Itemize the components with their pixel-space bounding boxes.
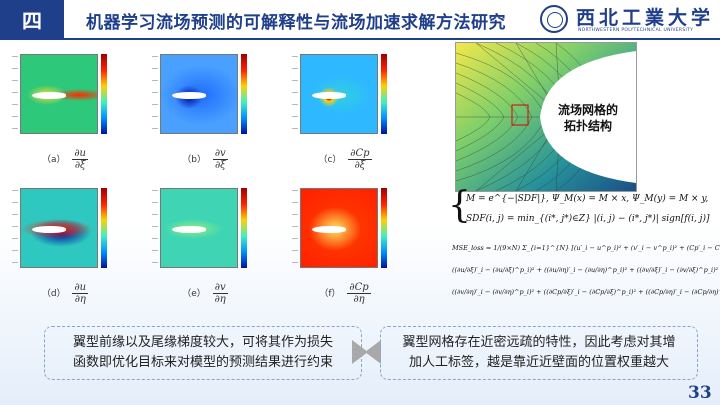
equation-loss-line3: ((∂v/∂η)′_i − (∂v/∂η)^p_i)² + ((∂Cp/∂ξ)′… <box>452 288 720 296</box>
colorbar <box>241 54 247 134</box>
arrow-right-icon <box>352 340 368 364</box>
contour-panel-f <box>290 180 390 278</box>
colorbar <box>381 188 387 268</box>
caption-a: （a） ∂u ∂ξ <box>15 148 115 171</box>
axis-ticks <box>292 190 298 266</box>
caption-d: （d） ∂u ∂η <box>15 282 115 305</box>
contour-panel-b <box>150 46 250 144</box>
formula-numerator: ∂Cp <box>348 148 372 160</box>
caption-b: （b） ∂v ∂ξ <box>155 148 255 171</box>
caption-label: （b） <box>182 155 206 165</box>
formula-numerator: ∂v <box>212 148 228 160</box>
caption-label: （d） <box>41 289 66 299</box>
note-text: 翼型网格存在近密远疏的特性，因此考虑对其增 加人工标签，越是靠近近壁面的位置权重… <box>392 333 685 373</box>
caption-c: （c） ∂Cp ∂ξ <box>295 148 395 171</box>
caption-label: （e） <box>182 289 206 299</box>
colorbar <box>241 188 247 268</box>
note-line1: 翼型网格存在近密远疏的特性，因此考虑对其增 <box>402 335 676 350</box>
caption-formula: ∂u ∂ξ <box>72 148 88 171</box>
formula-denominator: ∂η <box>353 294 365 305</box>
university-seal-icon <box>540 5 568 33</box>
axis-ticks <box>292 56 298 132</box>
axis-ticks <box>12 56 18 132</box>
formula-denominator: ∂ξ <box>214 160 226 171</box>
note-text: 翼型前缘以及尾缘梯度较大，可将其作为损失 函数即优化目标来对模型的预测结果进行约… <box>63 333 343 373</box>
caption-f: （f） ∂Cp ∂η <box>295 282 395 305</box>
caption-e: （e） ∂v ∂η <box>155 282 255 305</box>
formula-numerator: ∂v <box>212 282 228 294</box>
formula-denominator: ∂ξ <box>354 160 366 171</box>
equation-mask: M = e^{−|SDF|}, Ψ_M(x) = M × x, Ψ_M(y) =… <box>466 194 709 204</box>
note-line2: 函数即优化目标来对模型的预测结果进行约束 <box>72 355 333 370</box>
airfoil-shape <box>312 92 346 99</box>
mesh-topology-label: 流场网格的 拓扑结构 <box>548 100 628 136</box>
logo-chinese-name: 西北工業大学 <box>576 7 715 29</box>
mesh-label-line1: 流场网格的 <box>557 103 618 117</box>
mesh-label-line2: 拓扑结构 <box>563 119 612 133</box>
airfoil-shape <box>172 92 206 99</box>
section-badge: 四 <box>0 0 64 38</box>
equation-brace: { <box>448 185 471 226</box>
airfoil-shape <box>32 92 66 99</box>
equation-loss-line2: ((∂u/∂ξ)′_i − (∂u/∂ξ)^p_i)² + ((∂u/∂η)′_… <box>452 266 720 274</box>
caption-label: （f） <box>319 289 341 299</box>
colorbar <box>381 54 387 134</box>
axis-ticks <box>12 190 18 266</box>
contour-panel-e <box>150 180 250 278</box>
university-logo: 西北工業大学 NORTHWESTERN POLYTECHNICAL UNIVER… <box>540 5 715 37</box>
note-line1: 翼型前缘以及尾缘梯度较大，可将其作为损失 <box>72 335 333 350</box>
caption-formula: ∂Cp ∂ξ <box>348 148 372 171</box>
airfoil-shape <box>312 226 346 233</box>
contour-panel-c <box>290 46 390 144</box>
colorbar <box>101 54 107 134</box>
airfoil-shape <box>32 226 66 233</box>
mesh-weight-note: 翼型网格存在近密远疏的特性，因此考虑对其增 加人工标签，越是靠近近壁面的位置权重… <box>380 326 698 380</box>
contour-plot <box>160 54 238 134</box>
caption-formula: ∂u ∂η <box>72 282 89 305</box>
page-number: 33 <box>688 383 712 403</box>
leading-trailing-edge-note: 翼型前缘以及尾缘梯度较大，可将其作为损失 函数即优化目标来对模型的预测结果进行约… <box>44 326 362 380</box>
page-title: 机器学习流场预测的可解释性与流场加速求解方法研究 <box>86 13 506 33</box>
note-line2: 加人工标签，越是靠近近壁面的位置权重越大 <box>408 355 669 370</box>
contour-panel-a <box>10 46 110 144</box>
axis-ticks <box>152 190 158 266</box>
contour-panel-d <box>10 180 110 278</box>
axis-ticks <box>152 56 158 132</box>
caption-formula: ∂v ∂η <box>212 282 228 305</box>
caption-formula: ∂Cp ∂η <box>347 282 371 305</box>
colorbar <box>101 188 107 268</box>
logo-english-name: NORTHWESTERN POLYTECHNICAL UNIVERSITY <box>578 28 694 33</box>
airfoil-shape <box>172 226 206 233</box>
header-divider <box>0 38 720 40</box>
caption-formula: ∂v ∂ξ <box>212 148 228 171</box>
formula-numerator: ∂Cp <box>347 282 371 294</box>
formula-denominator: ∂ξ <box>74 160 86 171</box>
equation-sdf: SDF(i, j) = min_{(i*, j*)∈Z} |(i, j) − (… <box>466 214 710 224</box>
formula-denominator: ∂η <box>214 294 226 305</box>
caption-label: （a） <box>41 155 66 165</box>
formula-denominator: ∂η <box>74 294 86 305</box>
formula-numerator: ∂u <box>72 148 88 160</box>
equation-loss-line1: MSE_loss = 1/(9×N) Σ_{i=1}^{N} [(u′_i − … <box>452 244 720 252</box>
caption-label: （c） <box>318 155 342 165</box>
arrow-left-icon <box>365 340 381 364</box>
formula-numerator: ∂u <box>72 282 89 294</box>
